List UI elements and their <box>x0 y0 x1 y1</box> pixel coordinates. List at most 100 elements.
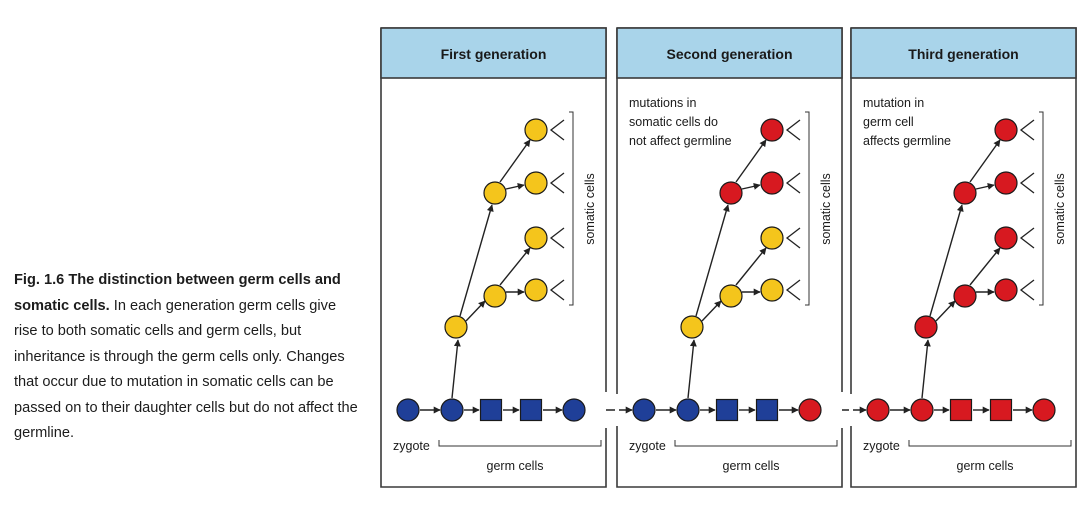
somatic-cell <box>953 284 977 308</box>
division-fork <box>1019 172 1035 194</box>
division-fork <box>785 279 801 301</box>
division-fork <box>549 227 565 249</box>
somatic-cell <box>680 315 704 339</box>
germline-cell <box>755 398 779 422</box>
panel-note-line: mutations in <box>629 96 696 110</box>
zygote-label: zygote <box>863 439 900 453</box>
division-fork <box>549 172 565 194</box>
germline-cell <box>798 398 822 422</box>
germline-cell <box>1032 398 1056 422</box>
somatic-cell <box>994 171 1018 195</box>
germline-cell <box>396 398 420 422</box>
germline-cell <box>632 398 656 422</box>
germline-cell <box>519 398 543 422</box>
somatic-cell <box>760 118 784 142</box>
panel-slot <box>615 394 619 426</box>
germline-cell <box>562 398 586 422</box>
germline-cell <box>676 398 700 422</box>
division-fork <box>1019 227 1035 249</box>
panel-note-line: affects germline <box>863 134 951 148</box>
panel-header <box>380 27 607 79</box>
figure-body: In each generation germ cells give rise … <box>14 297 358 442</box>
germ-cells-label: germ cells <box>957 459 1014 473</box>
somatic-arrow <box>701 300 722 322</box>
somatic-cell <box>994 118 1018 142</box>
germline-cell <box>989 398 1013 422</box>
panel-note-line: mutation in <box>863 96 924 110</box>
panel-note-line: somatic cells do <box>629 115 718 129</box>
somatic-cells-label: somatic cells <box>1053 173 1067 245</box>
somatic-cell <box>719 284 743 308</box>
somatic-cell <box>524 226 548 250</box>
somatic-cells-label: somatic cells <box>583 173 597 245</box>
somatic-cell <box>953 181 977 205</box>
somatic-cell <box>483 181 507 205</box>
figure-caption: Fig. 1.6 The distinction between germ ce… <box>14 268 359 447</box>
zygote-label: zygote <box>629 439 666 453</box>
somatic-arrow <box>499 247 531 286</box>
figure-label: Fig. 1.6 <box>14 272 65 288</box>
zygote-label: zygote <box>393 439 430 453</box>
somatic-arrow <box>505 182 525 190</box>
somatic-cell <box>760 226 784 250</box>
germ-bracket <box>674 440 838 447</box>
somatic-cell <box>760 171 784 195</box>
somatic-cell <box>444 315 468 339</box>
somatic-arrow <box>969 139 1001 183</box>
figure-title: The distinction between germ cells and s… <box>14 272 341 314</box>
somatic-arrow <box>459 204 494 317</box>
panel-header <box>850 27 1077 79</box>
division-fork <box>1019 119 1035 141</box>
somatic-arrow <box>735 139 767 183</box>
somatic-cell <box>994 226 1018 250</box>
somatic-cell <box>994 278 1018 302</box>
division-fork <box>785 119 801 141</box>
division-fork <box>785 227 801 249</box>
somatic-arrow <box>969 247 1001 286</box>
germline-cell <box>479 398 503 422</box>
panel-title: Third generation <box>908 46 1018 62</box>
somatic-cell <box>483 284 507 308</box>
somatic-cell <box>524 278 548 302</box>
germline-cell <box>910 398 934 422</box>
germline-cell <box>440 398 464 422</box>
panel-header <box>616 27 843 79</box>
somatic-arrow <box>741 182 761 190</box>
somatic-arrow <box>687 339 697 399</box>
panel-slot <box>849 394 853 426</box>
germline-cell <box>715 398 739 422</box>
division-fork <box>549 119 565 141</box>
division-fork <box>549 279 565 301</box>
division-fork <box>785 172 801 194</box>
germ-bracket <box>908 440 1072 447</box>
germ-bracket <box>438 440 602 447</box>
somatic-cell <box>524 171 548 195</box>
somatic-cell <box>524 118 548 142</box>
somatic-cell <box>914 315 938 339</box>
somatic-cells-label: somatic cells <box>819 173 833 245</box>
somatic-arrow <box>695 204 730 317</box>
germ-cells-label: germ cells <box>487 459 544 473</box>
somatic-bracket <box>569 111 574 306</box>
somatic-cell <box>760 278 784 302</box>
somatic-cell <box>719 181 743 205</box>
panel-title: First generation <box>441 46 547 62</box>
somatic-arrow <box>465 300 486 322</box>
germ-cells-label: germ cells <box>723 459 780 473</box>
germline-cell <box>949 398 973 422</box>
somatic-arrow <box>935 300 956 322</box>
somatic-arrow <box>499 139 531 183</box>
somatic-arrow <box>451 339 461 399</box>
panel-note-line: germ cell <box>863 115 914 129</box>
germline-cell <box>866 398 890 422</box>
somatic-arrow <box>929 204 964 317</box>
somatic-arrow <box>921 339 931 399</box>
somatic-bracket <box>805 111 810 306</box>
division-fork <box>1019 279 1035 301</box>
panel-note-line: not affect germline <box>629 134 732 148</box>
panel-title: Second generation <box>666 46 792 62</box>
somatic-arrow <box>735 247 767 286</box>
somatic-bracket <box>1039 111 1044 306</box>
somatic-arrow <box>975 182 995 190</box>
